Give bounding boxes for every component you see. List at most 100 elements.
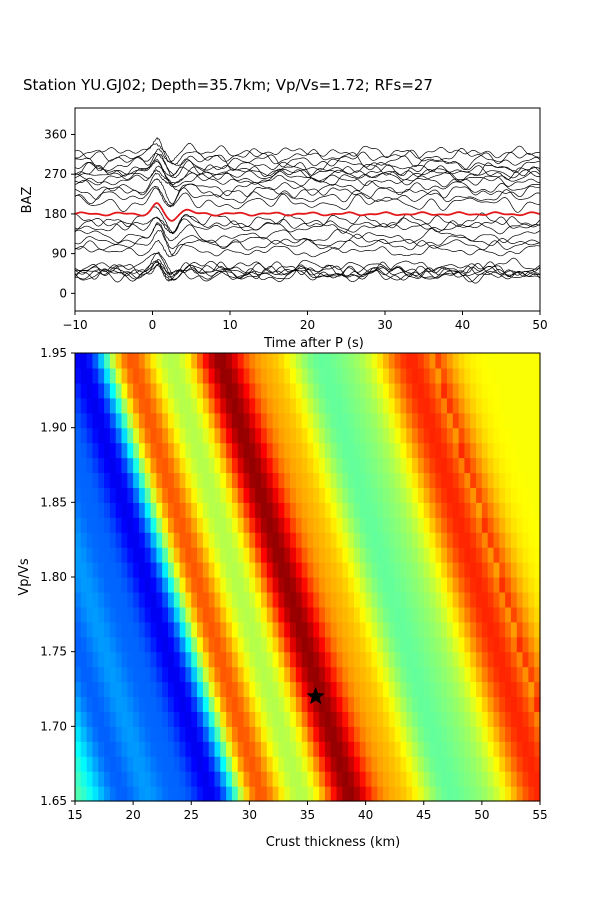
heatmap-cell: [342, 681, 349, 698]
heatmap-cell: [528, 442, 535, 459]
heatmap-cell: [208, 532, 216, 548]
heatmap-cell: [208, 367, 216, 384]
heatmap-cell: [417, 532, 425, 548]
heatmap-cell: [220, 651, 227, 668]
heatmap-cell: [435, 577, 442, 593]
heatmap-cell: [220, 756, 227, 772]
heatmap-cell: [447, 397, 454, 414]
heatmap-cell: [272, 696, 280, 712]
heatmap-cell: [510, 517, 518, 533]
heatmap-cell: [388, 577, 396, 593]
heatmap-cell: [470, 427, 477, 444]
heatmap-cell: [191, 591, 198, 608]
heatmap-cell: [464, 532, 471, 548]
heatmap-cell: [336, 591, 343, 608]
heatmap-cell: [528, 711, 535, 727]
heatmap-cell: [441, 412, 448, 429]
heatmap-cell: [127, 442, 134, 459]
heatmap-cell: [75, 472, 82, 488]
heatmap-cell: [342, 696, 349, 712]
heatmap-cell: [266, 726, 274, 742]
heatmap-cell: [173, 562, 181, 578]
heatmap-cell: [307, 502, 314, 518]
heatmap-cell: [278, 726, 285, 742]
heatmap-cell: [412, 696, 419, 712]
heatmap-cell: [185, 457, 192, 474]
rf-x-tick-label: 30: [377, 318, 392, 332]
heatmap-cell: [412, 457, 419, 474]
heatmap-cell: [272, 771, 280, 787]
heatmap-cell: [179, 741, 187, 757]
heatmap-cell: [220, 397, 227, 414]
heatmap-cell: [226, 502, 233, 518]
heatmap-cell: [208, 771, 216, 787]
heatmap-cell: [138, 711, 146, 727]
heatmap-cell: [319, 397, 326, 414]
heatmap-cell: [499, 711, 506, 727]
heatmap-cell: [231, 412, 239, 429]
heatmap-cell: [144, 367, 152, 384]
heatmap-cell: [406, 696, 413, 712]
heatmap-cell: [261, 711, 268, 727]
heatmap-cell: [301, 547, 309, 563]
heatmap-cell: [330, 606, 338, 623]
heatmap-cell: [301, 412, 309, 429]
heatmap-cell: [202, 472, 210, 488]
heatmap-cell: [115, 382, 123, 399]
heatmap-cell: [301, 562, 309, 578]
heatmap-cell: [371, 577, 378, 593]
heatmap-cell: [98, 502, 105, 518]
heatmap-cell: [86, 771, 94, 787]
heatmap-cell: [377, 666, 384, 683]
heatmap-cell: [429, 636, 436, 653]
heatmap-cell: [377, 532, 384, 548]
heatmap-cell: [266, 427, 274, 444]
heatmap-cell: [208, 382, 216, 399]
heatmap-cell: [301, 457, 309, 474]
heatmap-cell: [383, 621, 390, 638]
heatmap-cell: [487, 382, 495, 399]
heatmap-cell: [86, 741, 94, 757]
heatmap-cell: [255, 756, 262, 772]
heatmap-cell: [406, 756, 413, 772]
heatmap-cell: [476, 786, 483, 802]
heatmap-cell: [109, 726, 117, 742]
heatmap-cell: [470, 666, 477, 683]
heatmap-cell: [109, 681, 117, 698]
heatmap-cell: [261, 786, 268, 802]
heatmap-cell: [476, 562, 483, 578]
heatmap-cell: [243, 696, 250, 712]
heatmap-cell: [272, 382, 280, 399]
heatmap-cell: [133, 606, 140, 623]
heatmap-cell: [272, 472, 280, 488]
heatmap-cell: [423, 651, 431, 668]
heatmap-cell: [510, 532, 518, 548]
heatmap-cell: [127, 696, 134, 712]
heatmap-cell: [423, 756, 431, 772]
heatmap-cell: [336, 756, 343, 772]
heatmap-cell: [220, 606, 227, 623]
heatmap-cell: [255, 442, 262, 459]
heatmap-cell: [162, 442, 169, 459]
heatmap-cell: [499, 651, 506, 668]
heatmap-cell: [92, 591, 99, 608]
heatmap-cell: [342, 771, 349, 787]
heatmap-cell: [86, 696, 94, 712]
heatmap-cell: [452, 606, 460, 623]
heatmap-cell: [429, 502, 436, 518]
heatmap-cell: [272, 591, 280, 608]
heatmap-cell: [214, 397, 221, 414]
heatmap-cell: [383, 577, 390, 593]
heatmap-cell: [528, 756, 535, 772]
heatmap-cell: [447, 681, 454, 698]
heatmap-cell: [313, 487, 320, 503]
heatmap-cell: [290, 696, 297, 712]
heatmap-cell: [133, 711, 140, 727]
heatmap-cell: [458, 651, 466, 668]
heatmap-cell: [313, 771, 320, 787]
heatmap-cell: [185, 532, 192, 548]
heatmap-cell: [487, 621, 495, 638]
heatmap-cell: [359, 711, 367, 727]
heatmap-cell: [417, 502, 425, 518]
heatmap-cell: [162, 651, 169, 668]
